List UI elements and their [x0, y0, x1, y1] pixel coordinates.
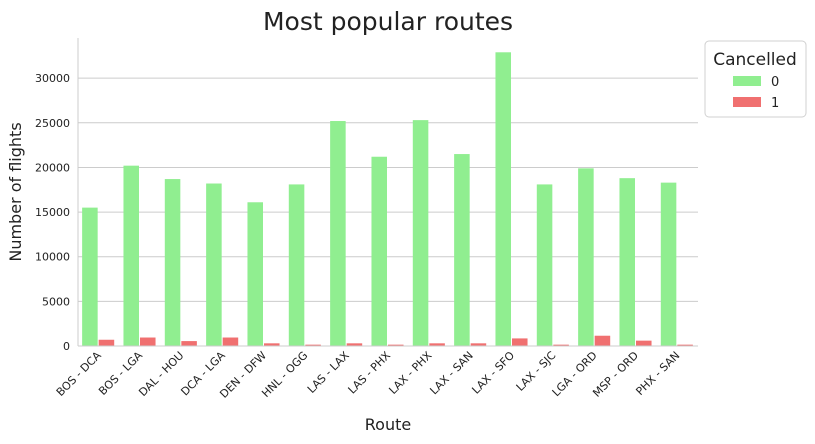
bar-0 [123, 165, 139, 346]
bars [82, 52, 693, 346]
bar-1 [346, 343, 363, 346]
legend-label-1: 1 [771, 96, 779, 111]
bar-1 [512, 338, 528, 346]
y-axis-title: Number of flights [6, 122, 25, 261]
bar-0 [164, 179, 181, 346]
bar-0 [454, 154, 470, 346]
legend-title: Cancelled [713, 50, 797, 70]
y-tick-label: 5000 [42, 295, 70, 308]
bar-0 [412, 120, 429, 346]
bar-1 [636, 340, 652, 346]
legend-swatch-0 [733, 76, 761, 86]
bar-1 [264, 343, 280, 346]
axes [77, 38, 698, 347]
y-tick-label: 25000 [35, 117, 70, 130]
bar-1 [98, 339, 115, 346]
legend-label-0: 0 [771, 75, 779, 90]
y-tick-label: 20000 [35, 161, 70, 174]
bar-0 [330, 121, 346, 346]
bar-1 [222, 337, 239, 346]
bar-0 [619, 178, 635, 346]
legend: Cancelled 0 1 [704, 40, 807, 118]
x-tick-label: LAX - SFO [469, 349, 517, 397]
bar-1 [553, 344, 569, 346]
bar-0 [371, 156, 387, 346]
x-tick-label: PHX - SAN [633, 349, 682, 398]
y-tick-label: 10000 [35, 251, 70, 264]
bar-1 [305, 344, 321, 346]
y-tick-labels: 0 5000 10000 15000 20000 25000 30000 [35, 72, 70, 353]
legend-swatch-1 [733, 97, 761, 107]
x-tick-label: LAS - LAX [305, 349, 352, 396]
bar-1 [388, 344, 404, 346]
bar-1 [470, 343, 487, 346]
y-tick-label: 30000 [35, 72, 70, 85]
gridlines [78, 77, 698, 302]
bar-0 [82, 207, 98, 346]
bar-0 [288, 184, 305, 346]
bar-0 [578, 168, 594, 346]
bar-1 [181, 341, 197, 346]
y-tick-label: 15000 [35, 206, 70, 219]
chart-title: Most popular routes [263, 7, 513, 36]
x-tick-label: DAL - HOU [136, 349, 186, 399]
bar-0 [495, 52, 511, 346]
y-tick-label: 0 [63, 340, 70, 353]
x-tick-label: LAS - PHX [346, 349, 394, 397]
x-tick-label: LAX - PHX [386, 349, 434, 397]
bar-1 [594, 335, 611, 346]
bar-0 [206, 183, 222, 346]
bar-1 [677, 344, 693, 346]
bar-0 [660, 182, 677, 346]
bar-0 [536, 184, 553, 346]
bar-0 [247, 202, 263, 346]
x-axis-title: Route [365, 415, 411, 434]
x-tick-label: BOS - DCA [54, 349, 104, 399]
bar-1 [140, 337, 156, 346]
x-tick-label: LAX - SAN [427, 349, 475, 397]
bar-1 [429, 343, 445, 346]
